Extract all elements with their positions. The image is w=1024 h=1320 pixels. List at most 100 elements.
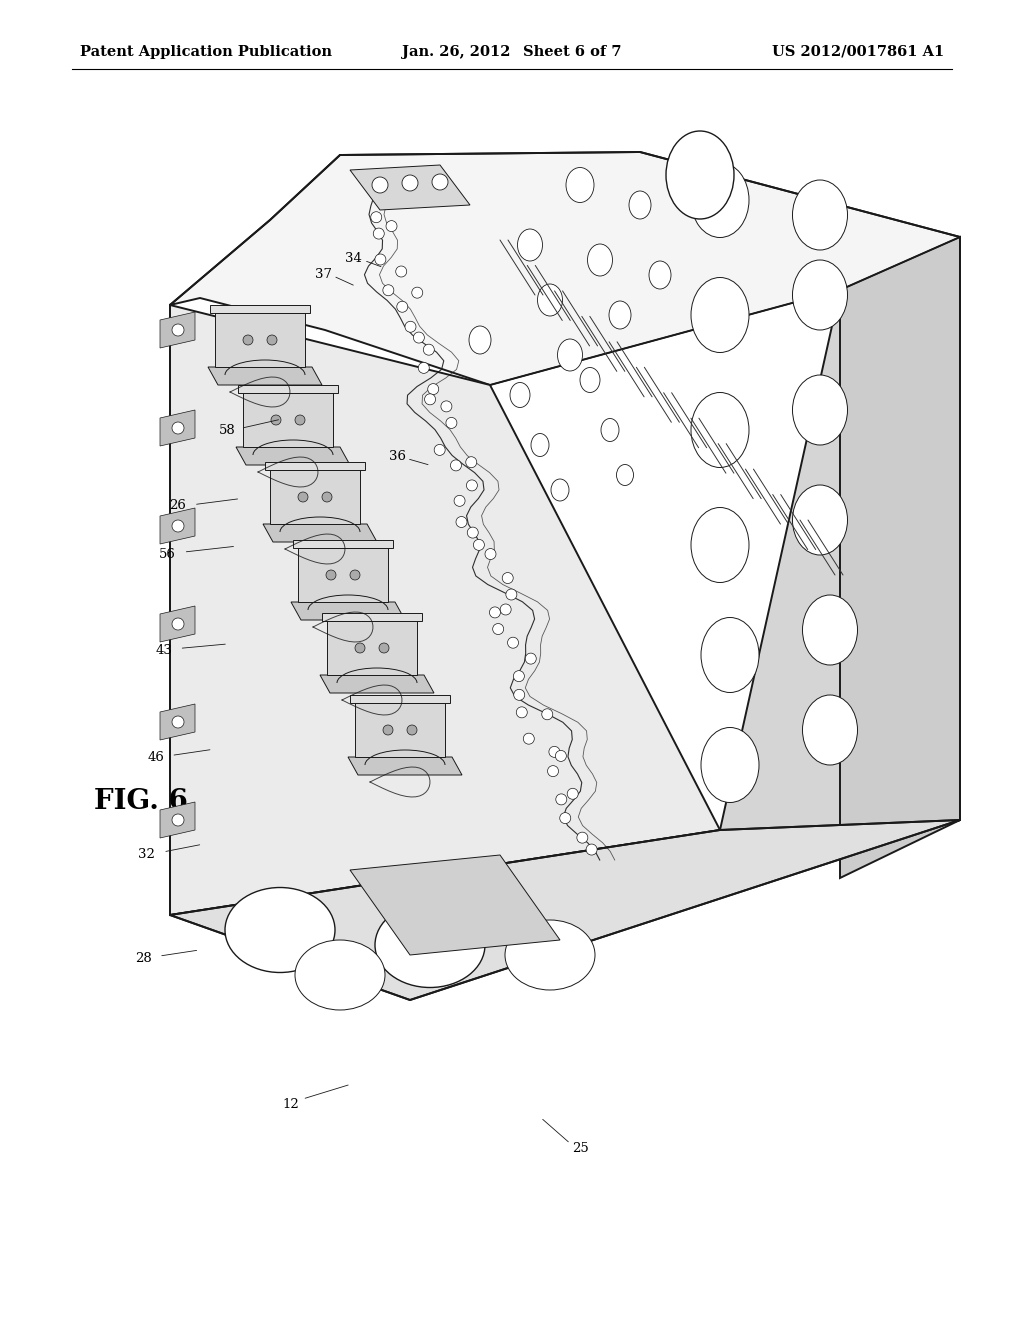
Polygon shape (355, 704, 445, 756)
Circle shape (428, 384, 438, 395)
Circle shape (172, 618, 184, 630)
Circle shape (441, 401, 452, 412)
Polygon shape (298, 548, 388, 602)
Ellipse shape (701, 618, 759, 693)
Text: 32: 32 (138, 847, 155, 861)
Polygon shape (160, 508, 195, 544)
Circle shape (577, 832, 588, 843)
Text: 26: 26 (169, 499, 185, 512)
Circle shape (560, 813, 570, 824)
Circle shape (271, 414, 281, 425)
Circle shape (548, 766, 558, 776)
Circle shape (514, 689, 524, 701)
Circle shape (456, 516, 467, 528)
Circle shape (425, 393, 435, 405)
Text: 28: 28 (135, 952, 152, 965)
Ellipse shape (616, 465, 634, 486)
Ellipse shape (588, 244, 612, 276)
Polygon shape (170, 152, 961, 385)
Circle shape (454, 495, 465, 507)
Polygon shape (160, 606, 195, 642)
Polygon shape (263, 524, 377, 543)
Ellipse shape (649, 261, 671, 289)
Circle shape (395, 267, 407, 277)
Circle shape (489, 607, 501, 618)
Ellipse shape (691, 277, 749, 352)
Circle shape (467, 527, 478, 539)
Circle shape (375, 253, 386, 265)
Ellipse shape (803, 696, 857, 766)
Text: 46: 46 (147, 751, 164, 764)
Circle shape (500, 605, 511, 615)
Text: Patent Application Publication: Patent Application Publication (80, 45, 332, 58)
Circle shape (432, 174, 449, 190)
Circle shape (350, 570, 360, 579)
Circle shape (386, 220, 397, 231)
Ellipse shape (803, 595, 857, 665)
Circle shape (374, 228, 384, 239)
Polygon shape (160, 411, 195, 446)
Circle shape (485, 549, 496, 560)
Polygon shape (840, 238, 961, 878)
Text: 37: 37 (315, 268, 332, 281)
Circle shape (414, 333, 424, 343)
Circle shape (383, 285, 394, 296)
Ellipse shape (691, 392, 749, 467)
Ellipse shape (609, 301, 631, 329)
Polygon shape (210, 305, 310, 313)
Polygon shape (319, 675, 434, 693)
Ellipse shape (510, 383, 530, 408)
Circle shape (516, 706, 527, 718)
Circle shape (371, 211, 382, 223)
Ellipse shape (538, 284, 562, 315)
Polygon shape (208, 367, 322, 385)
Ellipse shape (566, 168, 594, 202)
Ellipse shape (793, 484, 848, 554)
Polygon shape (270, 470, 360, 524)
Circle shape (473, 540, 484, 550)
Text: 58: 58 (219, 424, 236, 437)
Circle shape (542, 709, 553, 719)
Text: 25: 25 (572, 1142, 589, 1155)
Circle shape (466, 480, 477, 491)
Polygon shape (160, 803, 195, 838)
Ellipse shape (375, 903, 485, 987)
Text: US 2012/0017861 A1: US 2012/0017861 A1 (772, 45, 944, 58)
Circle shape (172, 715, 184, 729)
Circle shape (466, 457, 477, 467)
Polygon shape (348, 756, 462, 775)
Circle shape (567, 788, 579, 800)
Circle shape (396, 301, 408, 313)
Circle shape (172, 323, 184, 337)
Polygon shape (291, 602, 406, 620)
Ellipse shape (531, 433, 549, 457)
Circle shape (508, 638, 518, 648)
Text: 34: 34 (345, 252, 361, 265)
Polygon shape (243, 393, 333, 447)
Polygon shape (265, 462, 365, 470)
Ellipse shape (580, 367, 600, 392)
Circle shape (502, 573, 513, 583)
Circle shape (445, 417, 457, 429)
Polygon shape (170, 820, 961, 1001)
Circle shape (379, 643, 389, 653)
Circle shape (267, 335, 278, 345)
Polygon shape (350, 696, 450, 704)
Polygon shape (350, 165, 470, 210)
Polygon shape (170, 305, 720, 915)
Polygon shape (238, 385, 338, 393)
Circle shape (556, 793, 567, 805)
Circle shape (549, 746, 560, 758)
Circle shape (407, 725, 417, 735)
Circle shape (404, 321, 416, 333)
Ellipse shape (793, 375, 848, 445)
Polygon shape (160, 704, 195, 741)
Ellipse shape (505, 920, 595, 990)
Text: 12: 12 (283, 1098, 299, 1111)
Circle shape (326, 570, 336, 579)
Ellipse shape (601, 418, 618, 441)
Polygon shape (293, 540, 393, 548)
Circle shape (418, 363, 429, 374)
Circle shape (412, 288, 423, 298)
Ellipse shape (701, 727, 759, 803)
